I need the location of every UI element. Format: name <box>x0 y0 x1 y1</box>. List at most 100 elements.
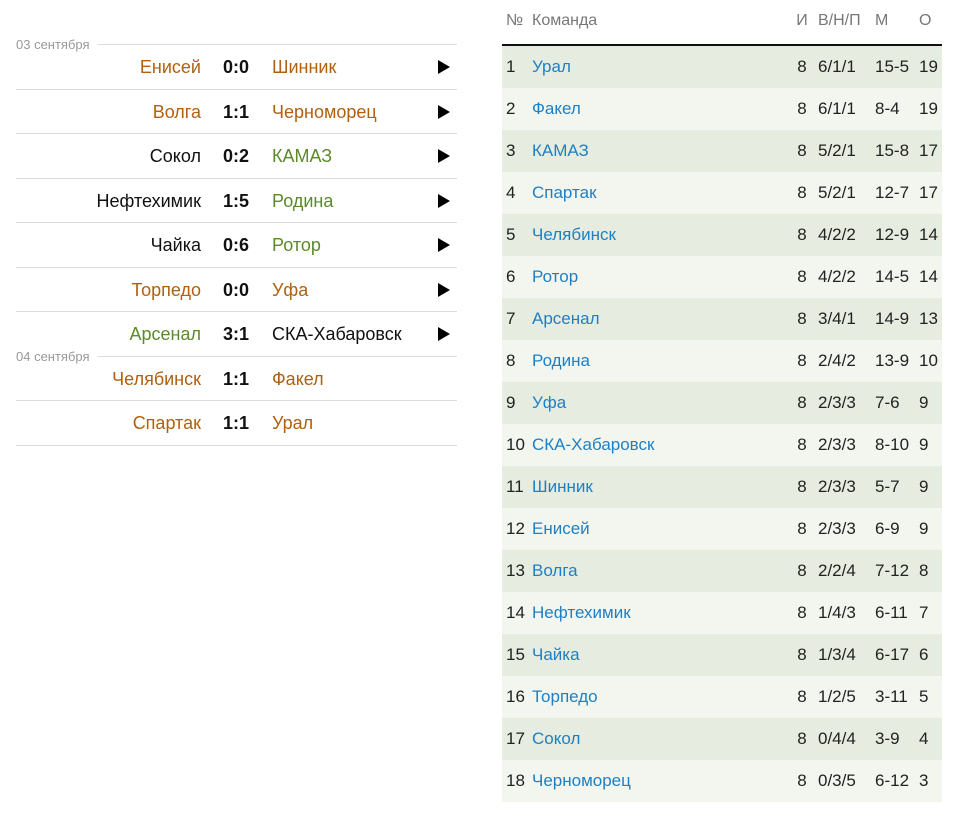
games: 8 <box>797 225 807 244</box>
wdl: 2/3/3 <box>818 477 856 496</box>
match-row[interactable]: Волга 1:1 Черноморец <box>16 88 457 134</box>
team-name[interactable]: Черноморец <box>532 771 631 790</box>
play-icon[interactable] <box>438 238 450 252</box>
match-row[interactable]: Нефтехимик 1:5 Родина <box>16 177 457 223</box>
match-row[interactable]: Торпедо 0:0 Уфа <box>16 266 457 312</box>
games: 8 <box>797 561 807 580</box>
team-name[interactable]: Факел <box>532 99 581 118</box>
team-name[interactable]: Сокол <box>532 729 581 748</box>
goals: 5-7 <box>875 477 900 496</box>
points: 4 <box>919 729 929 748</box>
score[interactable]: 1:1 <box>222 101 249 122</box>
home-team[interactable]: Енисей <box>139 57 201 77</box>
home-team[interactable]: Спартак <box>132 413 201 433</box>
team-name[interactable]: Родина <box>532 351 590 370</box>
score[interactable]: 0:0 <box>222 57 249 77</box>
team-name[interactable]: Чайка <box>532 645 580 664</box>
score[interactable]: 3:1 <box>222 324 249 344</box>
score[interactable]: 0:6 <box>222 235 249 255</box>
points: 10 <box>919 351 938 370</box>
score[interactable]: 1:1 <box>222 413 249 433</box>
home-team[interactable]: Челябинск <box>112 368 201 389</box>
team-name[interactable]: СКА-Хабаровск <box>532 435 655 454</box>
goals: 6-17 <box>875 645 910 664</box>
goals: 7-12 <box>875 561 910 580</box>
home-team[interactable]: Чайка <box>150 235 201 255</box>
points: 14 <box>919 267 938 286</box>
wdl: 1/3/4 <box>818 645 856 664</box>
away-team[interactable]: Факел <box>272 368 324 389</box>
wdl: 5/2/1 <box>818 183 856 202</box>
standings-row: 12 Енисей 8 2/3/3 6-9 9 <box>502 508 942 550</box>
goals: 15-5 <box>875 57 910 76</box>
away-team[interactable]: Уфа <box>272 279 309 300</box>
play-icon[interactable] <box>438 104 450 119</box>
match-row[interactable]: Арсенал 3:1 СКА-Хабаровск <box>16 311 457 356</box>
play-icon[interactable] <box>438 327 450 341</box>
wdl: 6/1/1 <box>818 57 856 76</box>
team-name[interactable]: Спартак <box>532 183 597 202</box>
goals: 7-6 <box>875 393 900 412</box>
away-team[interactable]: Черноморец <box>272 101 377 122</box>
match-row[interactable]: Чайка 0:6 Ротор <box>16 222 457 267</box>
play-icon[interactable] <box>438 149 450 163</box>
position: 8 <box>506 351 516 370</box>
header-wdl: В/Н/П <box>818 12 861 29</box>
away-team[interactable]: Урал <box>272 413 314 433</box>
position: 2 <box>506 99 516 118</box>
points: 14 <box>919 225 938 244</box>
team-name[interactable]: КАМАЗ <box>532 141 589 160</box>
away-team[interactable]: Шинник <box>272 57 337 77</box>
team-name[interactable]: Ротор <box>532 267 579 286</box>
home-team[interactable]: Арсенал <box>129 324 201 344</box>
standings-row: 4 Спартак 8 5/2/1 12-7 17 <box>502 172 942 214</box>
play-icon[interactable] <box>438 60 450 74</box>
team-name[interactable]: Уфа <box>532 393 567 412</box>
games: 8 <box>797 687 807 706</box>
home-team[interactable]: Торпедо <box>131 279 202 300</box>
away-team[interactable]: КАМАЗ <box>272 146 333 166</box>
match-row[interactable]: Сокол 0:2 КАМАЗ <box>16 133 457 178</box>
points: 19 <box>919 57 938 76</box>
wdl: 0/4/4 <box>818 729 856 748</box>
play-icon[interactable] <box>438 282 450 297</box>
wdl: 2/3/3 <box>818 519 856 538</box>
games: 8 <box>797 267 807 286</box>
points: 17 <box>919 141 938 160</box>
home-team[interactable]: Волга <box>152 101 201 122</box>
play-icon[interactable] <box>438 193 450 208</box>
team-name[interactable]: Челябинск <box>532 225 616 244</box>
away-team[interactable]: Родина <box>272 190 334 211</box>
position: 14 <box>506 603 525 622</box>
position: 15 <box>506 645 525 664</box>
team-name[interactable]: Енисей <box>532 519 590 538</box>
match-row[interactable]: 04 сентября Челябинск 1:1 Факел <box>16 348 457 401</box>
standings-row: 13 Волга 8 2/2/4 7-12 8 <box>502 550 942 592</box>
position: 11 <box>506 477 524 496</box>
away-team[interactable]: Ротор <box>272 235 321 255</box>
position: 16 <box>506 687 525 706</box>
home-team[interactable]: Сокол <box>149 146 201 166</box>
points: 3 <box>919 771 929 790</box>
score[interactable]: 0:2 <box>222 146 249 166</box>
score[interactable]: 1:1 <box>222 368 249 389</box>
team-name[interactable]: Нефтехимик <box>532 603 631 622</box>
team-name[interactable]: Арсенал <box>532 309 600 328</box>
score[interactable]: 0:0 <box>222 279 249 300</box>
match-row[interactable]: Спартак 1:1 Урал <box>16 400 457 445</box>
games: 8 <box>797 435 807 454</box>
team-name[interactable]: Урал <box>532 57 571 76</box>
away-team[interactable]: СКА-Хабаровск <box>272 324 402 344</box>
team-name[interactable]: Волга <box>532 561 578 580</box>
home-team[interactable]: Нефтехимик <box>96 190 201 211</box>
match-row[interactable]: 03 сентября Енисей 0:0 Шинник <box>16 37 457 89</box>
score[interactable]: 1:5 <box>222 190 249 211</box>
header-team: Команда <box>532 12 598 29</box>
team-name[interactable]: Торпедо <box>532 687 598 706</box>
standings-row: 14 Нефтехимик 8 1/4/3 6-11 7 <box>502 592 942 634</box>
team-name[interactable]: Шинник <box>532 477 593 496</box>
points: 19 <box>919 99 938 118</box>
games: 8 <box>797 771 807 790</box>
position: 12 <box>506 519 525 538</box>
standings-row: 3 КАМАЗ 8 5/2/1 15-8 17 <box>502 130 942 172</box>
